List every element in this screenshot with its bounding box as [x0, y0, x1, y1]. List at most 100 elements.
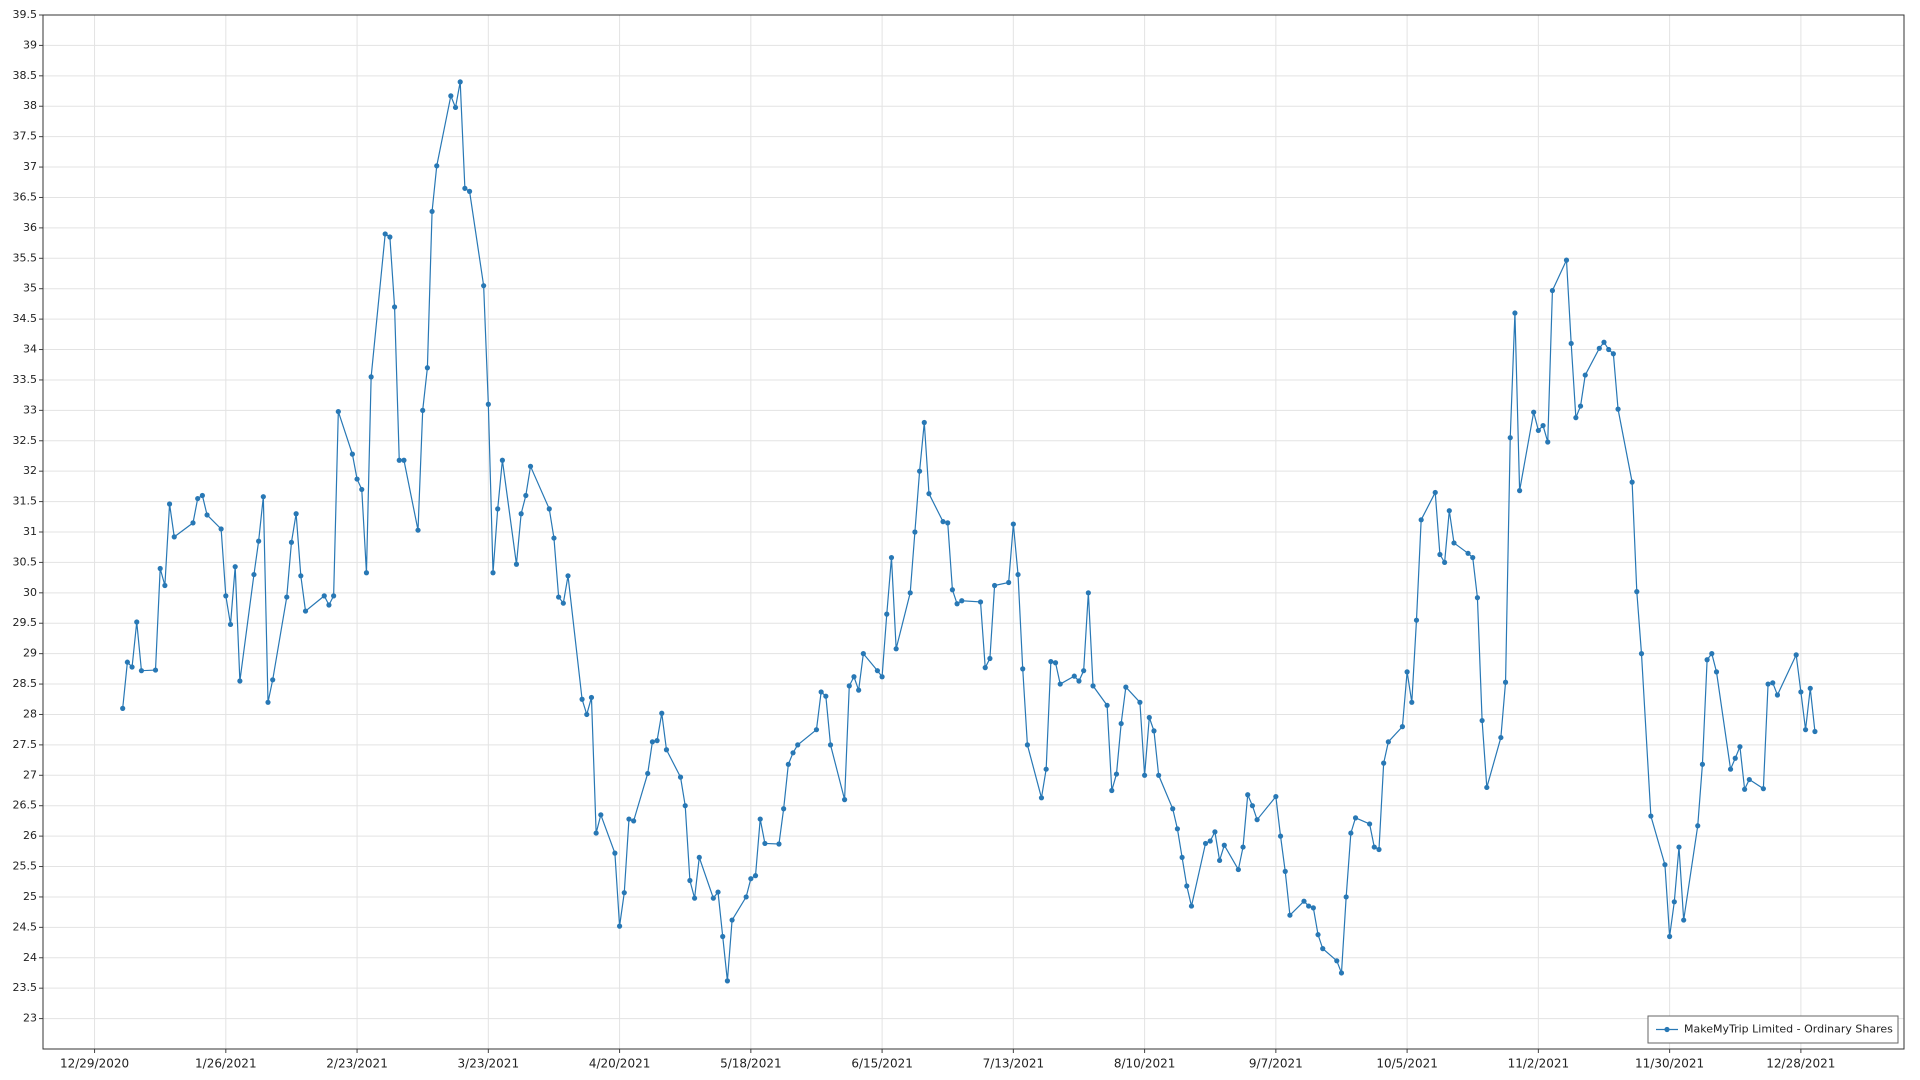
data-point [1517, 488, 1523, 494]
data-point [391, 304, 398, 310]
data-point [1760, 786, 1766, 792]
data-point [452, 104, 459, 111]
data-point [1118, 720, 1124, 727]
data-point [518, 511, 524, 517]
data-point [190, 520, 196, 526]
data-point [724, 978, 730, 984]
data-point [1184, 883, 1190, 889]
data-point [1812, 728, 1818, 735]
data-point [710, 895, 716, 901]
y-tick-label: 23 [23, 1012, 37, 1025]
data-point [1681, 917, 1687, 923]
data-point [1113, 771, 1120, 777]
data-point [1676, 844, 1682, 850]
data-point [1573, 415, 1579, 421]
data-point [1212, 829, 1218, 835]
data-point [846, 683, 852, 689]
data-point [1610, 351, 1616, 357]
data-point [954, 601, 960, 607]
data-point [134, 619, 140, 625]
data-point [1695, 823, 1701, 829]
data-point [1338, 970, 1345, 976]
data-point [1371, 844, 1377, 850]
data-point [551, 535, 557, 541]
y-tick-label: 34.5 [13, 312, 38, 325]
data-point [1334, 958, 1340, 964]
data-point [818, 689, 824, 695]
data-point [888, 554, 895, 561]
data-point [1798, 689, 1804, 695]
data-point [288, 539, 295, 545]
data-point [462, 185, 468, 191]
data-point [860, 651, 866, 657]
data-point [1071, 673, 1077, 679]
data-point [1343, 894, 1349, 900]
data-point [907, 590, 913, 596]
y-tick-label: 24 [23, 951, 37, 964]
data-point [982, 665, 988, 671]
y-tick-label: 35 [23, 282, 37, 295]
data-point [691, 895, 698, 901]
data-point [527, 463, 534, 469]
data-point [949, 587, 956, 593]
y-tick-label: 37.5 [13, 130, 38, 143]
data-point [331, 593, 337, 599]
data-point [991, 582, 998, 589]
data-point [1141, 772, 1148, 778]
data-point [1104, 702, 1110, 708]
data-point [1418, 517, 1424, 523]
data-point [1052, 660, 1059, 666]
data-point [546, 506, 552, 512]
data-point [499, 457, 505, 463]
y-tick-label: 23.5 [13, 981, 38, 994]
data-point [1287, 912, 1293, 918]
data-point [1727, 766, 1734, 772]
y-tick-label: 37 [23, 160, 37, 173]
data-point [1713, 669, 1720, 675]
data-point [1043, 766, 1049, 772]
data-point [124, 659, 130, 665]
data-point [1352, 815, 1359, 821]
data-point [1038, 795, 1045, 801]
data-point [1306, 903, 1312, 909]
data-point [448, 93, 454, 99]
data-point [556, 594, 562, 600]
data-point [162, 582, 168, 589]
data-point [813, 727, 820, 733]
data-point [1137, 699, 1143, 705]
data-point [1413, 617, 1420, 623]
data-point [1170, 806, 1176, 812]
y-tick-label: 35.5 [13, 251, 38, 264]
y-tick-label: 27 [23, 768, 37, 781]
data-point [1090, 683, 1096, 689]
data-point [1732, 755, 1738, 761]
data-point [1048, 658, 1054, 665]
data-point [743, 894, 749, 900]
data-point [1742, 786, 1748, 792]
data-point [762, 840, 768, 847]
data-point [1765, 681, 1771, 687]
data-point [1484, 784, 1490, 791]
y-tick-label: 28.5 [13, 677, 38, 690]
data-point [1465, 550, 1471, 556]
data-point [687, 877, 693, 884]
data-point [654, 738, 660, 744]
data-point [1704, 657, 1710, 663]
data-point [1399, 724, 1406, 730]
data-point [368, 374, 374, 380]
data-point [1020, 666, 1026, 672]
data-point [1207, 838, 1213, 844]
x-tick-label: 7/13/2021 [983, 1057, 1045, 1071]
data-point [195, 495, 201, 502]
data-point [1188, 903, 1195, 909]
data-point [748, 876, 754, 882]
x-tick-label: 1/26/2021 [195, 1057, 257, 1071]
data-point [1385, 739, 1391, 745]
legend: MakeMyTrip Limited - Ordinary Shares [1647, 1015, 1899, 1044]
data-point [1367, 821, 1373, 827]
data-point [645, 770, 651, 777]
data-point [612, 850, 618, 856]
data-point [841, 797, 848, 803]
x-tick-label: 2/23/2021 [326, 1057, 388, 1071]
x-tick-label: 3/23/2021 [458, 1057, 520, 1071]
